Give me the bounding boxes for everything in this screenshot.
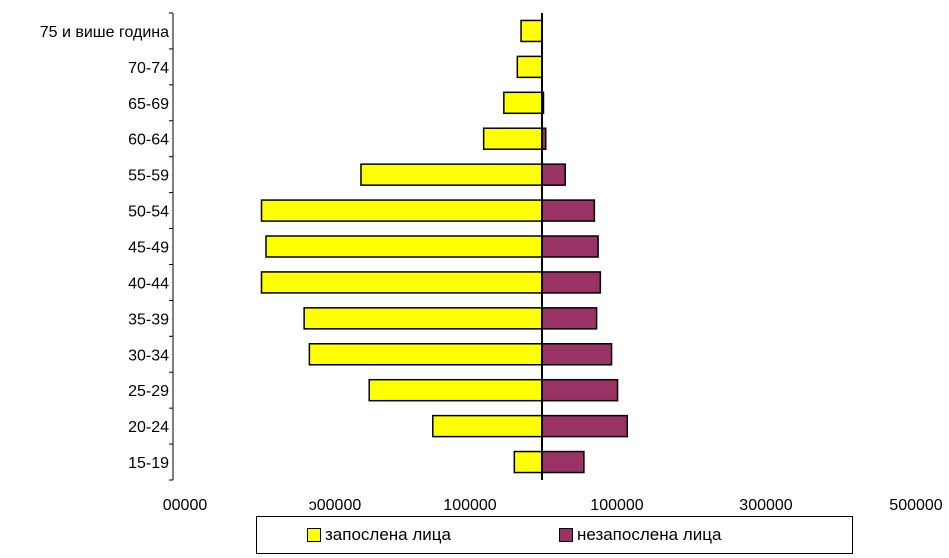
legend-item-employed: запослена лица [307,525,451,545]
legend-label-unemployed: незапослена лица [576,525,722,544]
bar-employed-45-49 [265,235,543,258]
y-tick-label: 45-49 [128,240,169,257]
bar-unemployed-15-19 [541,450,585,474]
y-tick-label: 55-59 [128,168,169,185]
y-tick-label: 50-54 [128,204,169,221]
chart-legend: запослена лица незапослена лица [256,516,853,554]
bar-employed-40-44 [260,271,543,294]
bar-employed-65-69 [503,91,543,115]
bar-employed-55-59 [360,163,543,186]
bar-employed-35-39 [303,307,543,330]
x-tick-label: 500000 [889,497,942,514]
bar-unemployed-30-34 [541,343,613,366]
axis-layer: 15-19 20-24 25-29 30-34 35-39 40-44 45-49 50-54… [40,12,943,514]
y-tick-label: 75 и више година [40,24,169,41]
y-tick-label: 20-24 [128,419,169,436]
legend-swatch-unemployed [558,528,573,542]
bar-unemployed-25-29 [541,378,619,402]
y-tick-label: 30-34 [128,347,169,364]
bar-employed-25-29 [368,378,543,402]
legend-label-employed: запослена лица [325,525,451,544]
y-tick-label: 40-44 [128,275,169,292]
x-tick-label: 100000 [590,497,643,514]
bar-employed-15-19 [513,450,543,474]
bar-unemployed-45-49 [541,235,599,258]
x-tick-label: 00000 [163,497,208,514]
bars-layer [260,19,629,474]
bar-unemployed-35-39 [541,307,598,330]
bar-unemployed-50-54 [541,199,596,222]
bar-employed-70-74 [516,55,543,79]
bar-employed-50-54 [260,199,543,222]
x-tick-label: 100000 [443,497,496,514]
bar-employed-75 и више година [520,19,543,43]
x-tick-label: 300000 [739,497,792,514]
x-tick-label: ͻ00000 [309,497,362,514]
y-tick-label: 70-74 [128,60,169,77]
legend-item-unemployed: незапослена лица [558,525,722,545]
y-tick-label: 15-19 [128,455,169,472]
y-tick-label: 25-29 [128,383,169,400]
bar-unemployed-55-59 [541,163,566,186]
bar-employed-30-34 [308,343,543,366]
bar-employed-60-64 [482,127,543,150]
y-tick-label: 60-64 [128,132,169,149]
bar-unemployed-20-24 [541,414,629,438]
bar-unemployed-40-44 [541,271,602,294]
legend-swatch-employed [307,528,321,542]
y-tick-label: 65-69 [128,96,169,113]
y-tick-label: 35-39 [128,311,169,328]
bar-employed-20-24 [432,414,543,438]
